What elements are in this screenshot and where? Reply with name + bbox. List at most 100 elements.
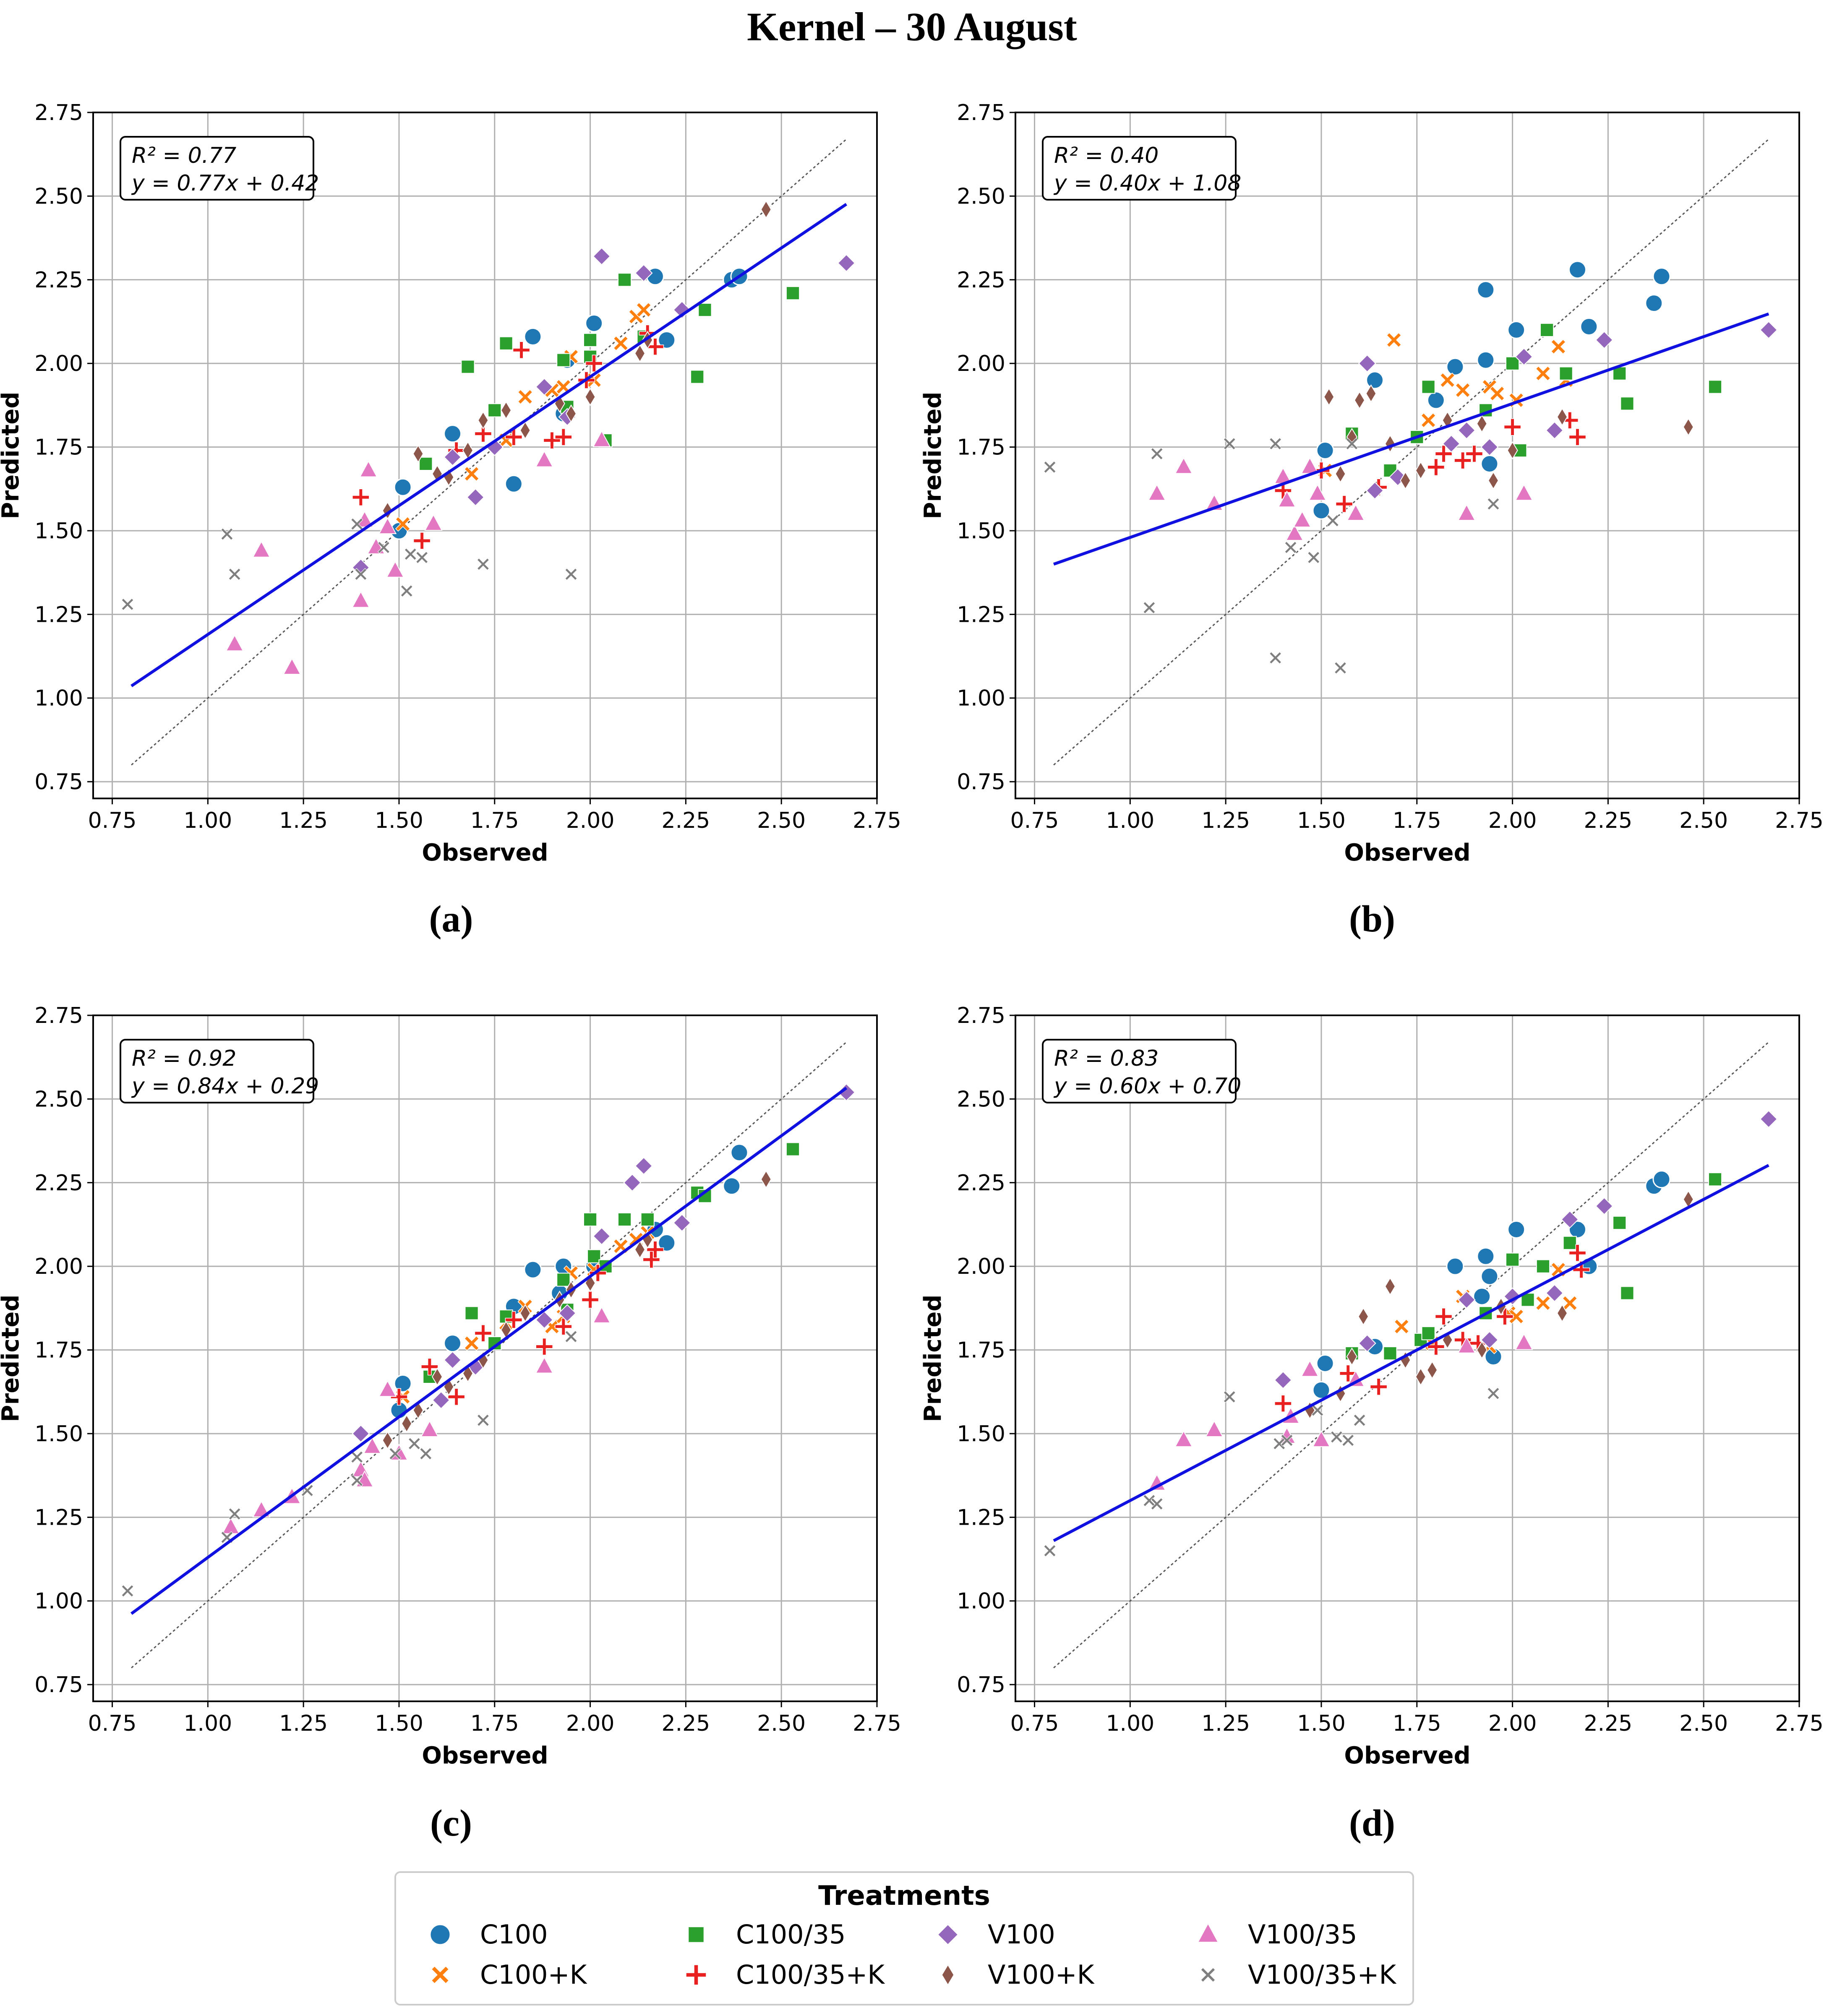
data-point (1334, 662, 1347, 674)
data-point (1457, 1336, 1476, 1354)
y-tick-label: 2.75 (957, 100, 1005, 125)
fit-equation-text: y = 0.40x + 1.08 (1053, 171, 1241, 196)
legend-marker-icon (688, 1926, 705, 1943)
data-point (1335, 495, 1353, 513)
y-tick-label: 1.25 (34, 602, 83, 627)
data-point (1550, 1262, 1566, 1278)
r-squared-text: R² = 0.40 (1054, 143, 1159, 168)
data-point (1326, 514, 1339, 527)
data-point (1316, 1354, 1334, 1372)
y-axis-label: Predicted (0, 392, 24, 519)
data-point (1556, 1304, 1568, 1322)
data-point (524, 327, 542, 346)
data-point (535, 450, 553, 467)
data-point (1420, 412, 1436, 428)
series-c100 (1312, 261, 1671, 520)
data-point (592, 430, 611, 447)
data-point (585, 314, 603, 332)
legend: Treatments C100 C100+K C100/35 C100/35+K V10… (394, 1871, 1414, 2006)
data-point (1480, 438, 1499, 456)
data-point (1415, 461, 1427, 480)
data-point (730, 1143, 749, 1162)
data-point (837, 1083, 856, 1101)
scatter-panel-a: 0.75 1.00 1.25 1.50 1.75 2.00 2.25 2.50 2.75 0.75… (0, 100, 901, 940)
data-point (646, 1241, 664, 1259)
y-tick-label: 2.00 (34, 351, 83, 376)
data-point (565, 404, 577, 423)
data-point (581, 1291, 599, 1309)
data-point (1480, 454, 1499, 473)
legend-label: C100+K (480, 1959, 587, 1990)
data-point (1400, 471, 1411, 490)
x-tick-label: 2.25 (1584, 1711, 1632, 1736)
y-axis-label: Predicted (919, 1295, 947, 1422)
x-tick-label: 2.50 (1679, 808, 1728, 833)
data-point (1545, 421, 1564, 440)
r-squared-text: R² = 0.92 (132, 1046, 236, 1071)
regression-line (130, 1087, 848, 1615)
series-v100-35 (1148, 457, 1533, 541)
data-point (1307, 551, 1320, 564)
data-point (355, 568, 367, 581)
data-point (1383, 1346, 1397, 1361)
data-point (785, 286, 800, 300)
y-tick-label: 1.00 (34, 1589, 83, 1614)
data-point (413, 532, 431, 550)
x-tick-label: 2.75 (1775, 808, 1824, 833)
data-point (583, 333, 598, 347)
x-axis-label: Observed (1344, 839, 1470, 866)
data-point (412, 444, 424, 463)
data-point (466, 488, 485, 506)
data-point (431, 1367, 443, 1386)
data-point (1759, 1110, 1778, 1128)
legend-label: C100 (480, 1919, 548, 1950)
y-tick-label: 1.50 (957, 1421, 1005, 1447)
data-point (1595, 331, 1613, 349)
series-c100-35 (423, 1142, 800, 1384)
data-point (1505, 1252, 1520, 1267)
legend-item-c100: C100 (425, 1919, 548, 1950)
data-point (617, 1212, 632, 1227)
legend-marker (1200, 1967, 1216, 1982)
data-point (1358, 1334, 1376, 1353)
data-point (121, 598, 134, 611)
data-point (1489, 386, 1505, 402)
data-point (1323, 387, 1335, 406)
data-point (524, 1260, 542, 1279)
data-point (252, 540, 271, 558)
legend-label: V100/35 (1248, 1919, 1357, 1950)
series-v100 (1358, 321, 1778, 500)
stats-annotation: R² = 0.77 y = 0.77x + 0.42 (120, 136, 319, 201)
y-tick-label: 2.75 (34, 1003, 83, 1028)
data-point (565, 568, 577, 581)
data-point (1536, 1259, 1550, 1273)
data-point (556, 1273, 571, 1287)
data-point (634, 1157, 653, 1175)
y-tick-label: 0.75 (957, 1672, 1005, 1698)
x-tick-label: 1.00 (183, 1711, 232, 1736)
data-point (499, 336, 513, 350)
data-point (1683, 417, 1694, 436)
x-tick-label: 1.25 (279, 1711, 328, 1736)
data-point (1477, 351, 1495, 369)
series-v100-k (1323, 384, 1694, 490)
data-point (1442, 435, 1461, 453)
x-tick-label: 1.00 (1106, 808, 1154, 833)
y-tick-label: 1.75 (957, 1338, 1005, 1363)
x-tick-label: 1.50 (375, 1711, 423, 1736)
data-point (1652, 1170, 1671, 1189)
y-tick-label: 1.00 (957, 1589, 1005, 1614)
data-point (1708, 1172, 1722, 1187)
data-point (634, 264, 653, 282)
data-point (464, 466, 480, 482)
regression-line (1053, 312, 1769, 566)
series-c100-35-k (390, 1241, 664, 1406)
y-tick-label: 0.75 (34, 1672, 83, 1698)
data-point (1507, 321, 1526, 339)
data-point (444, 448, 462, 466)
data-point (1480, 1331, 1499, 1349)
data-point (401, 1414, 412, 1433)
data-point (424, 514, 443, 531)
data-point (447, 1388, 465, 1406)
